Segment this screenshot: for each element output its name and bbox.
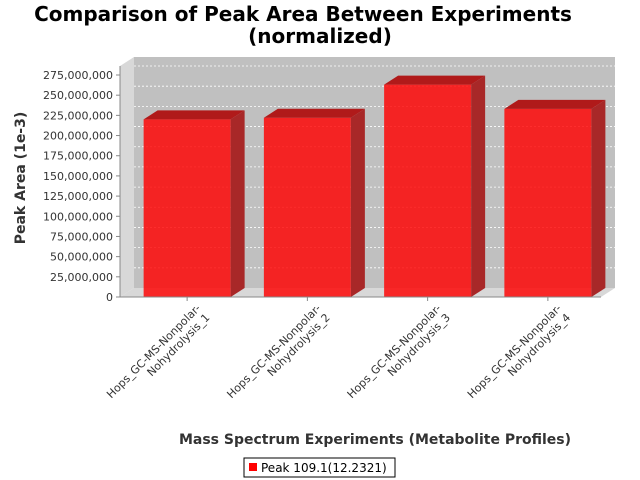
bar — [263, 108, 365, 297]
y-tick-label: 225,000,000 — [43, 109, 113, 122]
y-tick-label: 125,000,000 — [43, 190, 113, 203]
legend-swatch — [249, 463, 257, 471]
x-axis-label: Mass Spectrum Experiments (Metabolite Pr… — [179, 432, 571, 448]
bar-side — [230, 110, 245, 297]
y-axis: 0 25,000,000 50,000,000 75,000,000 100,000,0… — [43, 66, 121, 304]
y-tick-label: 200,000,000 — [43, 130, 113, 143]
bar-front — [263, 117, 351, 297]
y-tick-label: 50,000,000 — [50, 251, 113, 264]
x-tick-label: Hops_GC-MS-Nonpolar-Nohydrolysis_1 — [104, 302, 212, 410]
x-tick-label-line: Hops_GC-MS-Nonpolar- — [345, 302, 444, 401]
y-tick-label: 175,000,000 — [43, 150, 113, 163]
chart-title-line-2: (normalized) — [248, 24, 392, 48]
bar-front — [384, 84, 472, 297]
y-tick-label: 75,000,000 — [50, 230, 113, 243]
bar-top — [504, 99, 606, 109]
bar — [504, 99, 606, 297]
bar-top — [384, 75, 486, 85]
x-tick-label-line: Hops_GC-MS-Nonpolar- — [104, 302, 203, 401]
y-tick-label: 0 — [106, 291, 113, 304]
bar-side — [471, 75, 486, 297]
x-tick-label: Hops_GC-MS-Nonpolar-Nohydrolysis_3 — [345, 302, 453, 410]
legend-box — [243, 457, 396, 478]
y-tick-label: 150,000,000 — [43, 170, 113, 183]
x-axis: Hops_GC-MS-Nonpolar-Nohydrolysis_1 Hops_G… — [104, 296, 601, 410]
bars — [143, 75, 606, 297]
y-tick-label: 250,000,000 — [43, 89, 113, 102]
y-tick-label: 100,000,000 — [43, 210, 113, 223]
legend-label: Peak 109.1(12.2321) — [261, 461, 387, 475]
y-axis-label: Peak Area (1e-3) — [13, 112, 29, 245]
bar — [143, 110, 245, 297]
bar-side — [591, 99, 606, 297]
bar-front — [143, 119, 231, 297]
y-tick-label: 275,000,000 — [43, 69, 113, 82]
bar — [384, 75, 486, 297]
x-tick-label-line: Hops_GC-MS-Nonpolar- — [224, 302, 323, 401]
bar-top — [263, 108, 365, 118]
x-tick-label: Hops_GC-MS-Nonpolar-Nohydrolysis_2 — [224, 302, 332, 410]
bar-side — [350, 108, 365, 297]
x-tick-label: Hops_GC-MS-Nonpolar-Nohydrolysis_4 — [465, 302, 573, 410]
plot-floor — [120, 288, 615, 297]
x-tick-label-line: Hops_GC-MS-Nonpolar- — [465, 302, 564, 401]
y-tick-label: 25,000,000 — [50, 271, 113, 284]
plot-left-wall — [120, 57, 134, 297]
bar-top — [143, 110, 245, 120]
bar-front — [504, 108, 592, 297]
legend: Peak 109.1(12.2321) — [243, 457, 396, 478]
chart-title-line-1: Comparison of Peak Area Between Experime… — [34, 2, 572, 26]
